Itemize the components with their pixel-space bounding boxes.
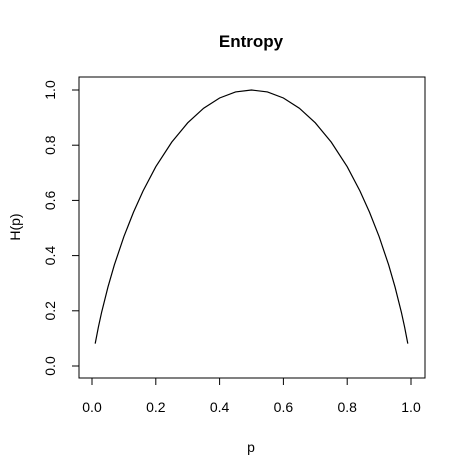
x-axis-label: p bbox=[247, 439, 255, 455]
y-tick-label: 0.6 bbox=[42, 190, 58, 210]
x-tick-label: 0.4 bbox=[210, 399, 230, 415]
y-axis: 0.0 0.2 0.4 0.6 0.8 1.0 bbox=[42, 80, 79, 376]
x-tick-label: 0.8 bbox=[337, 399, 357, 415]
y-tick-label: 0.8 bbox=[42, 135, 58, 155]
x-tick-label: 0.0 bbox=[82, 399, 102, 415]
series-layer bbox=[95, 90, 408, 344]
y-tick-label: 0.0 bbox=[42, 356, 58, 376]
x-axis: 0.0 0.2 0.4 0.6 0.8 1.0 bbox=[82, 378, 421, 415]
x-tick-label: 0.2 bbox=[146, 399, 166, 415]
series-line bbox=[95, 90, 408, 344]
y-tick-label: 0.2 bbox=[42, 301, 58, 321]
y-tick-label: 1.0 bbox=[42, 80, 58, 100]
x-tick-label: 1.0 bbox=[401, 399, 421, 415]
x-tick-label: 0.6 bbox=[274, 399, 294, 415]
y-axis-label: H(p) bbox=[7, 213, 23, 240]
chart-title: Entropy bbox=[219, 32, 284, 51]
plot-area-box bbox=[79, 77, 425, 378]
y-tick-label: 0.4 bbox=[42, 246, 58, 266]
